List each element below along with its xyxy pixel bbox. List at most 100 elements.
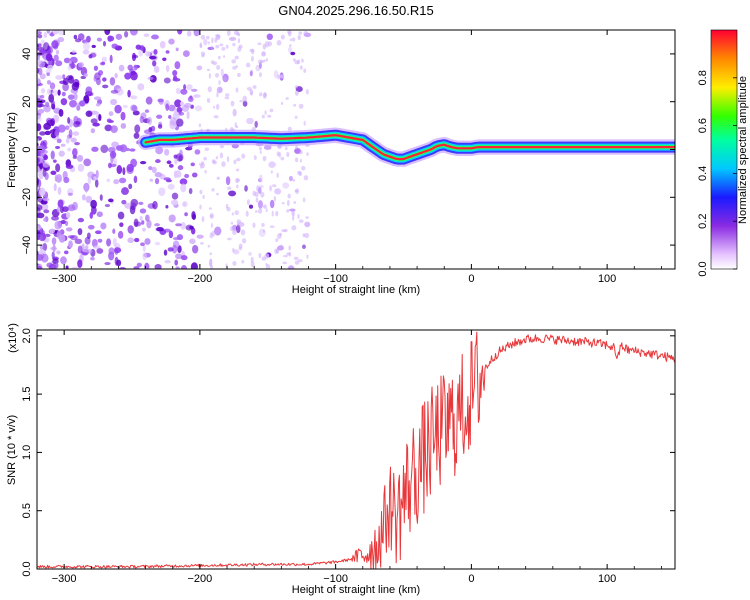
noise-speck [206, 68, 211, 72]
noise-speck [275, 238, 279, 242]
noise-speck [283, 254, 288, 258]
noise-speck [224, 96, 230, 100]
noise-speck [55, 49, 60, 55]
noise-speck [189, 238, 196, 245]
noise-speck [215, 103, 220, 110]
noise-speck [110, 125, 118, 134]
noise-speck [168, 104, 176, 112]
noise-speck [115, 145, 124, 151]
noise-speck [140, 161, 147, 165]
noise-speck [100, 222, 107, 230]
noise-speck [297, 213, 300, 220]
noise-speck [142, 245, 146, 253]
noise-speck [171, 192, 179, 200]
noise-speck [108, 198, 114, 203]
noise-speck [124, 30, 129, 38]
noise-speck [114, 247, 122, 254]
noise-speck [54, 174, 58, 182]
noise-speck [70, 235, 78, 241]
noise-speck [263, 145, 272, 151]
noise-speck [211, 230, 215, 237]
colorbar-tick-label: 0.2 [697, 214, 709, 229]
noise-speck [55, 163, 61, 173]
noise-speck [293, 256, 299, 260]
noise-speck [165, 50, 170, 54]
noise-speck [67, 116, 71, 124]
noise-speck [87, 171, 95, 179]
y-tick-label: −40 [21, 236, 33, 255]
noise-speck [202, 194, 205, 199]
noise-speck [235, 168, 240, 172]
noise-speck [215, 156, 219, 160]
noise-speck [67, 147, 71, 152]
noise-speck [257, 200, 263, 209]
noise-speck [117, 211, 125, 220]
noise-speck [217, 55, 221, 60]
noise-speck [210, 45, 214, 51]
noise-speck [303, 120, 306, 126]
noise-speck [113, 158, 117, 166]
noise-speck [201, 216, 205, 223]
noise-speck [232, 261, 237, 266]
noise-speck [83, 72, 88, 77]
noise-speck [190, 262, 198, 269]
noise-speck [62, 206, 69, 213]
noise-speck [140, 242, 145, 247]
noise-speck [94, 179, 99, 188]
noise-speck [152, 60, 157, 67]
noise-speck [71, 49, 77, 54]
noise-speck [263, 204, 267, 209]
noise-speck [118, 64, 125, 72]
noise-speck [155, 159, 161, 164]
noise-speck [265, 208, 268, 213]
y-tick-label: −20 [21, 188, 33, 207]
noise-speck [288, 44, 292, 47]
noise-speck [143, 33, 150, 38]
noise-speck [265, 58, 269, 62]
noise-speck [128, 183, 133, 190]
noise-speck [253, 155, 257, 161]
noise-speck [157, 98, 164, 103]
noise-speck [65, 227, 73, 232]
noise-speck [39, 244, 44, 250]
noise-speck [190, 162, 195, 167]
noise-speck [302, 244, 306, 250]
noise-speck [237, 37, 241, 44]
noise-speck [177, 30, 183, 35]
noise-speck [301, 58, 304, 63]
noise-speck [110, 98, 118, 106]
noise-speck [37, 77, 41, 85]
noise-speck [230, 221, 234, 225]
noise-speck [267, 114, 272, 118]
noise-speck [46, 30, 51, 34]
noise-speck [133, 175, 138, 184]
noise-speck [196, 234, 204, 239]
noise-speck [279, 74, 285, 79]
noise-speck [84, 184, 89, 193]
colorbar-tick-label: 0.0 [697, 261, 709, 276]
noise-speck [96, 248, 104, 254]
noise-speck [62, 77, 69, 86]
y-tick-label: 40 [21, 48, 33, 60]
colorbar-tick-label: 0.8 [697, 70, 709, 85]
noise-speck [200, 34, 206, 40]
noise-speck [250, 69, 254, 73]
noise-speck [183, 84, 187, 90]
noise-speck [37, 265, 43, 269]
noise-speck [58, 30, 65, 36]
noise-speck [169, 117, 177, 126]
x-tick-label: 0 [468, 273, 474, 285]
ridge-band [144, 134, 675, 161]
noise-speck [154, 223, 160, 227]
snr-panel: −300 −200 −100 0 100 0.0 0.5 1.0 1.5 2.0 Height … [6, 323, 676, 596]
noise-speck [93, 245, 101, 250]
noise-speck [76, 117, 82, 127]
noise-speck [90, 199, 97, 209]
noise-speck [206, 98, 211, 103]
noise-speck [55, 60, 63, 67]
noise-speck [227, 186, 232, 190]
noise-speck [289, 208, 296, 212]
noise-speck [235, 184, 239, 189]
noise-speck [40, 203, 49, 211]
noise-speck [176, 107, 183, 113]
